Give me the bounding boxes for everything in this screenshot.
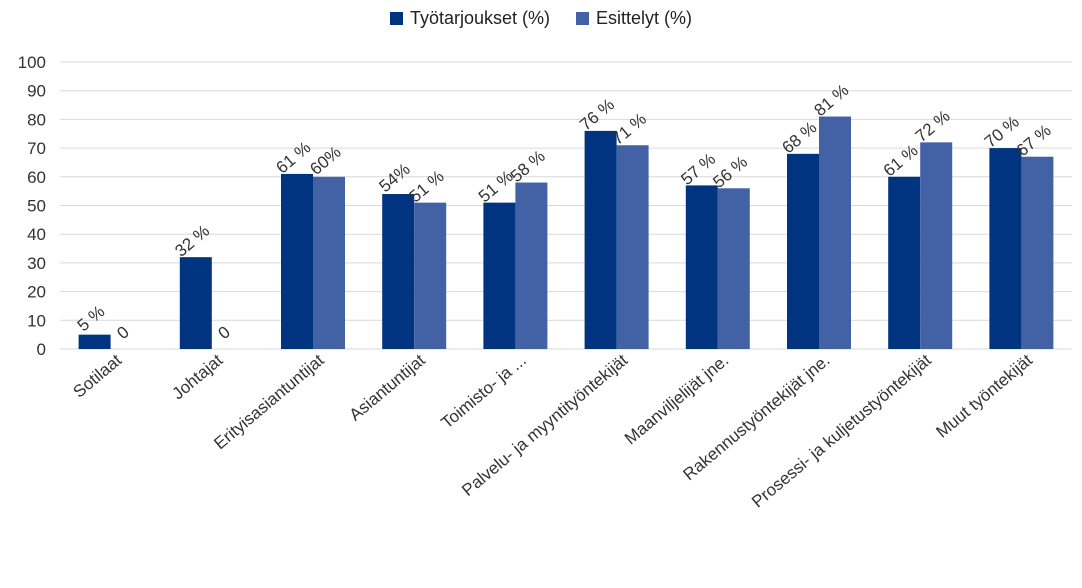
bar-tyotarjoukset-4 <box>483 202 516 349</box>
data-label-tyotarjoukset-8: 61 % <box>880 141 922 180</box>
x-category-label-8: Prosessi- ja kuljetustyöntekijät <box>748 350 935 511</box>
data-label-tyotarjoukset-2: 61 % <box>273 138 315 177</box>
legend-item-esittelyt: Esittelyt (%) <box>576 8 692 29</box>
y-tick-label-10: 10 <box>27 311 46 330</box>
y-tick-label-100: 100 <box>18 53 46 72</box>
bar-tyotarjoukset-7 <box>787 153 819 349</box>
data-label-esittelyt-5: 71 % <box>608 109 650 148</box>
x-category-label-4: Toimisto- ja ... <box>437 351 530 433</box>
bar-tyotarjoukset-9 <box>989 148 1022 349</box>
x-category-label-2: Erityisasiantuntijat <box>210 350 327 453</box>
bar-esittelyt-5 <box>616 145 649 349</box>
legend-label-tyotarjoukset: Työtarjoukset (%) <box>409 8 551 28</box>
bar-tyotarjoukset-0 <box>78 334 111 349</box>
y-tick-label-90: 90 <box>27 82 46 101</box>
data-label-tyotarjoukset-7: 68 % <box>779 118 821 157</box>
y-tick-label-0: 0 <box>37 340 46 359</box>
bar-tyotarjoukset-8 <box>888 176 921 349</box>
x-category-label-3: Asiantuntijat <box>346 350 429 424</box>
legend-swatch-tyotarjoukset <box>389 12 403 25</box>
y-tick-label-80: 80 <box>27 110 46 129</box>
bar-esittelyt-2 <box>313 176 345 349</box>
bar-esittelyt-7 <box>819 116 851 349</box>
legend: Työtarjoukset (%) Esittelyt (%) <box>0 8 1082 29</box>
bar-esittelyt-6 <box>717 188 750 349</box>
data-label-esittelyt-0: 0 <box>113 322 132 343</box>
bar-esittelyt-9 <box>1021 156 1054 349</box>
data-label-tyotarjoukset-5: 76 % <box>576 95 618 134</box>
data-label-esittelyt-1: 0 <box>215 322 234 343</box>
x-category-label-1: Johtajat <box>169 350 227 403</box>
legend-label-esittelyt: Esittelyt (%) <box>596 8 693 28</box>
bar-esittelyt-3 <box>414 202 447 349</box>
bar-tyotarjoukset-2 <box>281 173 313 349</box>
y-tick-label-60: 60 <box>27 168 46 187</box>
y-tick-label-20: 20 <box>27 283 46 302</box>
bar-tyotarjoukset-5 <box>584 130 617 349</box>
data-label-esittelyt-7: 81 % <box>811 81 853 120</box>
bar-tyotarjoukset-6 <box>685 185 718 349</box>
legend-swatch-esittelyt <box>576 12 590 25</box>
bar-tyotarjoukset-1 <box>179 257 212 349</box>
data-label-esittelyt-8: 72 % <box>912 106 954 145</box>
y-tick-label-50: 50 <box>27 197 46 216</box>
x-category-label-0: Sotilaat <box>70 350 126 401</box>
y-tick-label-30: 30 <box>27 254 46 273</box>
bar-esittelyt-4 <box>515 182 548 349</box>
bar-tyotarjoukset-3 <box>382 194 415 349</box>
y-tick-label-70: 70 <box>27 139 46 158</box>
legend-item-tyotarjoukset: Työtarjoukset (%) <box>389 8 551 29</box>
bar-esittelyt-8 <box>920 142 953 349</box>
y-tick-label-40: 40 <box>27 225 46 244</box>
data-label-tyotarjoukset-0: 5 % <box>74 302 109 335</box>
x-category-label-5: Palvelu- ja myyntityöntekijät <box>458 350 631 500</box>
data-label-tyotarjoukset-1: 32 % <box>171 221 213 260</box>
x-category-label-9: Muut työntekijät <box>933 350 1037 441</box>
x-category-label-6: Maanviljelijät jne. <box>621 351 732 449</box>
data-label-esittelyt-6: 56 % <box>709 152 751 191</box>
data-label-esittelyt-4: 58 % <box>507 147 549 186</box>
